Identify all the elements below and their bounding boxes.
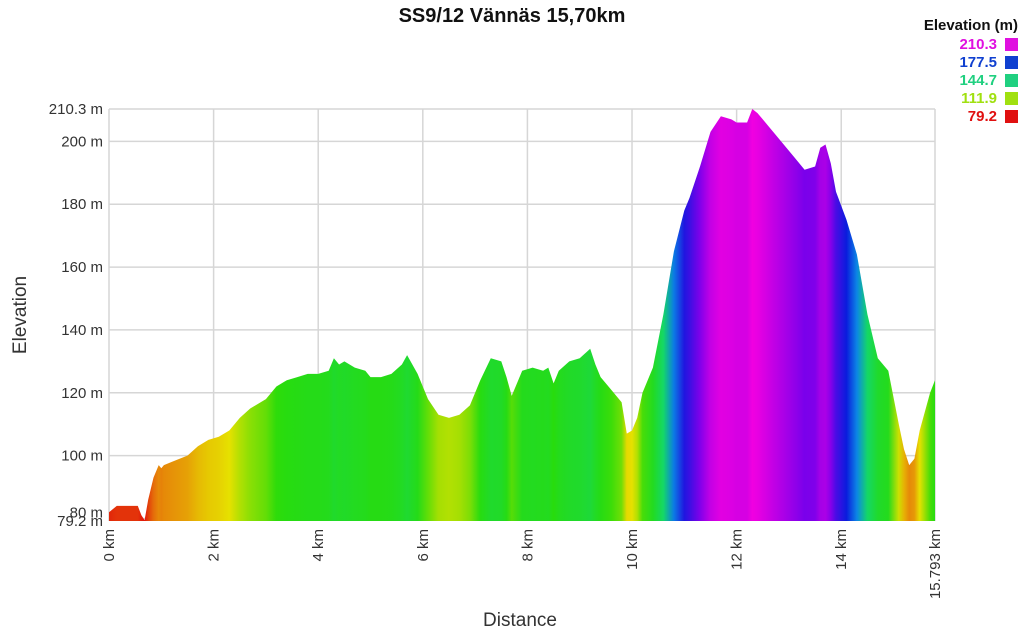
legend-label: 144.7 bbox=[959, 71, 997, 89]
y-tick-label: 160 m bbox=[61, 259, 103, 276]
y-axis-ticks: 79.2 m80 m 100 m 120 m 140 m 160 m 180 m 200 m… bbox=[49, 101, 103, 530]
x-tick-label: 2 km bbox=[206, 529, 223, 562]
legend-swatch bbox=[1005, 91, 1018, 105]
legend-label: 177.5 bbox=[959, 53, 997, 71]
x-tick-label: 10 km bbox=[624, 529, 641, 570]
y-tick-label: 120 m bbox=[61, 385, 103, 402]
y-tick-label: 100 m bbox=[61, 448, 103, 465]
x-tick-label: 15.793 km bbox=[927, 529, 944, 599]
legend-swatch bbox=[1005, 37, 1018, 51]
y-tick-label: 79.2 m bbox=[57, 513, 103, 530]
legend-label: 79.2 bbox=[967, 107, 997, 125]
legend-item: 111.9 bbox=[924, 89, 1018, 107]
legend-item: 177.5 bbox=[924, 53, 1018, 71]
x-tick-label: 8 km bbox=[519, 529, 536, 562]
legend-label: 111.9 bbox=[961, 89, 997, 107]
x-tick-label: 12 km bbox=[729, 529, 746, 570]
legend-swatch bbox=[1005, 55, 1018, 69]
elevation-profile-area bbox=[109, 109, 935, 521]
y-tick-label: 180 m bbox=[61, 196, 103, 213]
x-axis-label: Distance bbox=[483, 610, 557, 631]
chart-title: SS9/12 Vännäs 15,70km bbox=[398, 5, 626, 27]
x-tick-label: 6 km bbox=[415, 529, 432, 562]
legend-swatch bbox=[1005, 73, 1018, 87]
legend-swatch bbox=[1005, 109, 1018, 123]
y-tick-label: 200 m bbox=[61, 133, 103, 150]
legend-label: 210.3 bbox=[959, 35, 997, 53]
x-tick-label: 0 km bbox=[101, 529, 118, 562]
x-tick-label: 4 km bbox=[310, 529, 327, 562]
x-axis-ticks: 0 km 2 km 4 km 6 km 8 km 10 km 12 km 14 km 15.79… bbox=[101, 529, 944, 599]
x-tick-label: 14 km bbox=[833, 529, 850, 570]
legend-title: Elevation (m) bbox=[923, 17, 1018, 34]
legend-item: 79.2 bbox=[924, 107, 1018, 125]
elevation-legend: Elevation (m) 210.3 177.5 144.7 111.9 79.2 bbox=[924, 17, 1018, 125]
legend-item: 144.7 bbox=[924, 71, 1018, 89]
y-tick-label: 210.3 m bbox=[49, 101, 103, 118]
y-tick-label: 140 m bbox=[61, 322, 103, 339]
legend-item: 210.3 bbox=[924, 35, 1018, 53]
y-axis-label: Elevation bbox=[10, 276, 31, 354]
y-tick-label: 80 m bbox=[70, 504, 103, 521]
